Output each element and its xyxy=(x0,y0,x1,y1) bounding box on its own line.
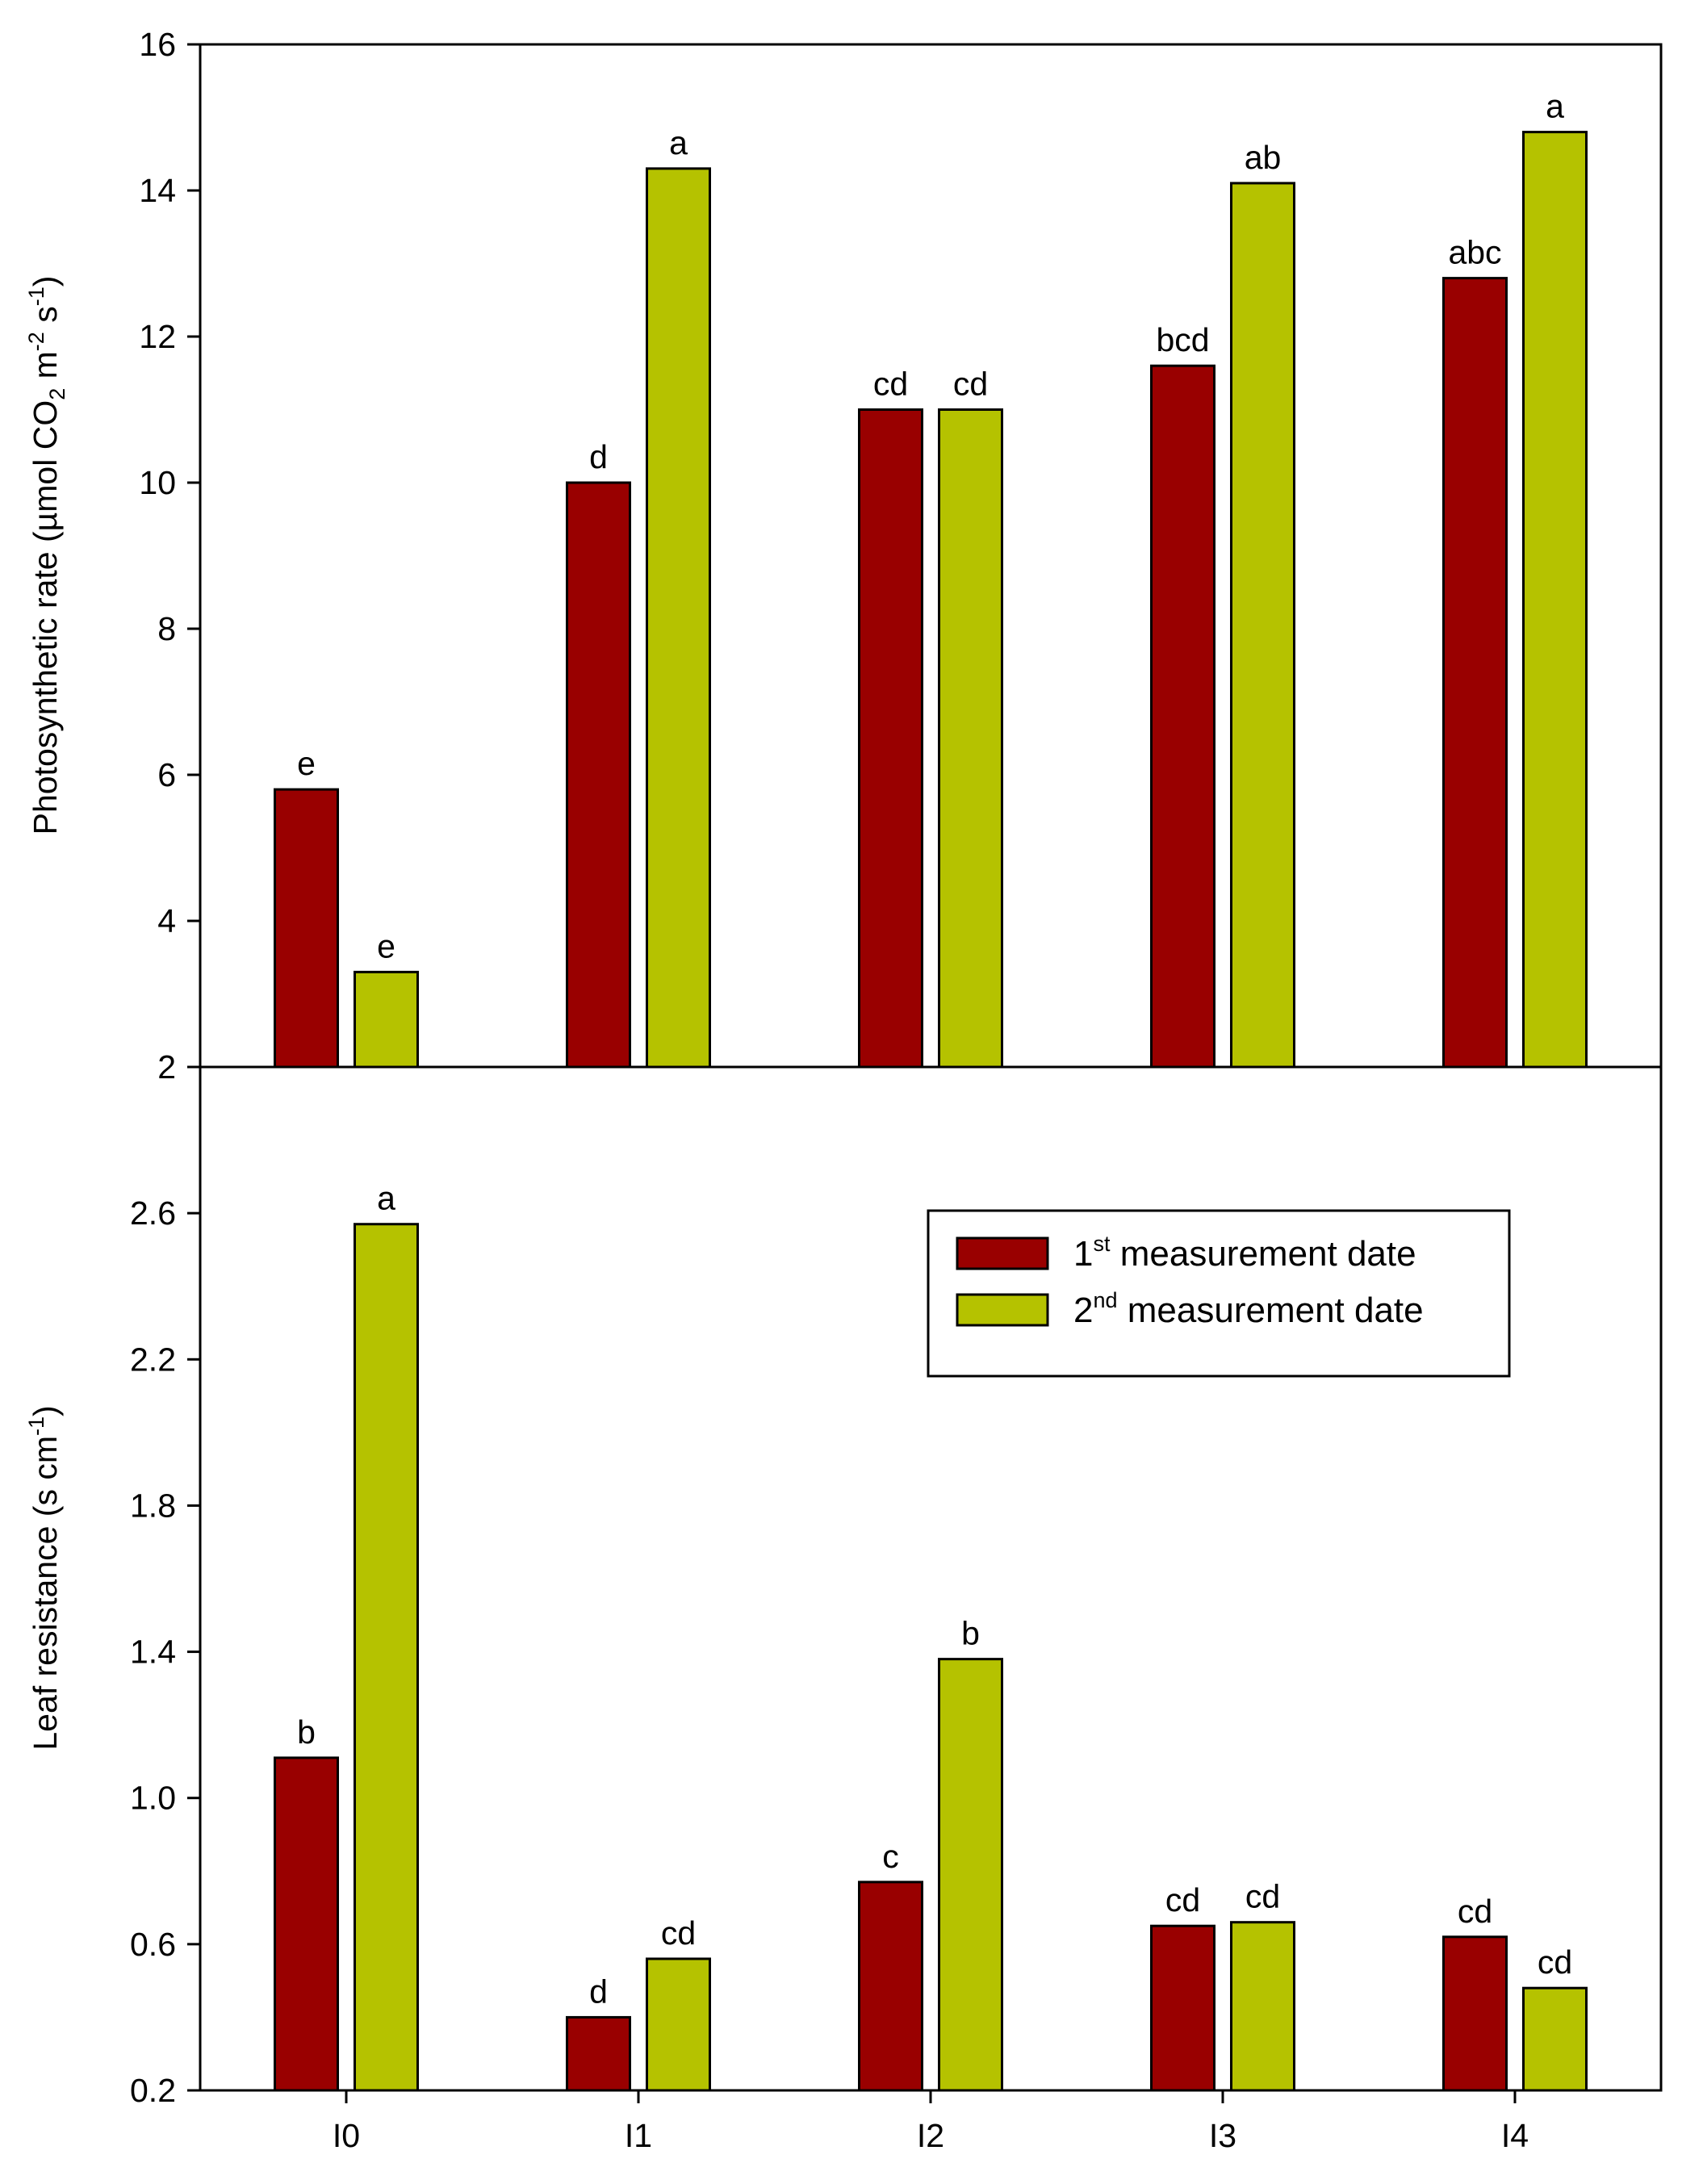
y-tick-label: 2 xyxy=(157,1048,176,1086)
legend-swatch-1 xyxy=(956,1236,1049,1270)
bar-top-I2-series1 xyxy=(858,408,923,1069)
bar-top-I0-series2 xyxy=(354,970,419,1069)
significance-label: abc xyxy=(1448,234,1501,271)
x-tick-label: I4 xyxy=(1501,2117,1529,2154)
legend-entry-1: 1st measurement date xyxy=(1073,1232,1416,1274)
y-tick-label: 1.4 xyxy=(130,1634,176,1671)
significance-label: e xyxy=(297,745,316,782)
legend-swatch-2 xyxy=(956,1293,1049,1327)
bar-top-I1-series1 xyxy=(566,481,631,1069)
y-tick-label: 12 xyxy=(139,318,176,355)
y-tick-label: 4 xyxy=(157,902,176,939)
significance-label: bcd xyxy=(1156,321,1209,358)
y-axis-title: Photosynthetic rate (µmol CO2 m-2 s-1) xyxy=(24,276,69,835)
significance-label: cd xyxy=(873,366,908,403)
significance-label: a xyxy=(377,1180,395,1217)
y-tick-label: 1.8 xyxy=(130,1487,176,1524)
x-tick-label: I3 xyxy=(1209,2117,1236,2154)
y-tick-label: 1.0 xyxy=(130,1780,176,1817)
significance-label: e xyxy=(377,927,395,964)
significance-label: c xyxy=(882,1838,899,1875)
y-tick-label: 2.6 xyxy=(130,1195,176,1232)
y-tick-label: 16 xyxy=(139,26,176,63)
legend-entry-2: 2nd measurement date xyxy=(1073,1288,1424,1330)
bar-bottom-I4-series1 xyxy=(1442,1935,1508,2092)
category-axis: I0 I1 I2 I3 I4 xyxy=(333,2090,1529,2154)
y-tick-label: 0.6 xyxy=(130,1926,176,1963)
significance-label: b xyxy=(297,1713,316,1751)
top-panel: e d cd bcd abc e a cd ab a 2 4 6 8 10 12 14 16 Photosynthe… xyxy=(24,26,1663,1086)
y-tick-label: 8 xyxy=(157,610,176,647)
bar-bottom-I1-series2 xyxy=(646,1957,711,2092)
significance-label: a xyxy=(1546,88,1564,125)
y-tick-label: 14 xyxy=(139,172,176,209)
bar-bottom-I3-series1 xyxy=(1150,1924,1215,2092)
significance-label: cd xyxy=(1245,1878,1280,1915)
bar-bottom-I2-series2 xyxy=(938,1658,1003,2092)
y-axis-title: Leaf resistance (s cm-1) xyxy=(24,1405,64,1750)
bar-top-I3-series1 xyxy=(1150,364,1215,1069)
bar-top-I0-series1 xyxy=(274,788,339,1069)
y-tick-label: 0.2 xyxy=(130,2072,176,2109)
bar-top-I4-series2 xyxy=(1522,131,1588,1069)
bar-bottom-I3-series2 xyxy=(1230,1921,1295,2092)
bar-top-I4-series1 xyxy=(1442,277,1508,1069)
significance-label: cd xyxy=(953,366,988,403)
bar-top-I2-series2 xyxy=(938,408,1003,1069)
significance-label: cd xyxy=(1165,1881,1200,1918)
y-tick-label: 6 xyxy=(157,756,176,793)
bar-bottom-I1-series1 xyxy=(566,2015,631,2092)
bar-bottom-I0-series1 xyxy=(274,1756,339,2092)
significance-label: cd xyxy=(661,1914,696,1952)
legend: 1st measurement date 2nd measurement date xyxy=(927,1209,1511,1378)
significance-label: b xyxy=(961,1615,980,1652)
bar-top-I3-series2 xyxy=(1230,182,1295,1069)
y-tick-label: 2.2 xyxy=(130,1341,176,1378)
x-tick-label: I2 xyxy=(917,2117,944,2154)
x-tick-label: I1 xyxy=(625,2117,652,2154)
significance-label: d xyxy=(589,1973,608,2010)
bottom-panel: b d c cd cd a cd b cd cd 0.2 0.6 1.0 1.4 1.8 2.2 2.6 Leaf… xyxy=(24,1065,1663,2109)
bar-bottom-I4-series2 xyxy=(1522,1986,1588,2092)
bar-bottom-I0-series2 xyxy=(354,1223,419,2092)
significance-label: ab xyxy=(1245,139,1282,176)
significance-label: a xyxy=(669,124,688,161)
x-tick-label: I0 xyxy=(333,2117,360,2154)
bar-top-I1-series2 xyxy=(646,167,711,1069)
significance-label: d xyxy=(589,438,608,475)
significance-label: cd xyxy=(1458,1893,1492,1930)
significance-label: cd xyxy=(1538,1943,1572,1981)
plot-frame xyxy=(199,43,1663,1069)
bar-bottom-I2-series1 xyxy=(858,1881,923,2092)
y-tick-label: 10 xyxy=(139,464,176,501)
